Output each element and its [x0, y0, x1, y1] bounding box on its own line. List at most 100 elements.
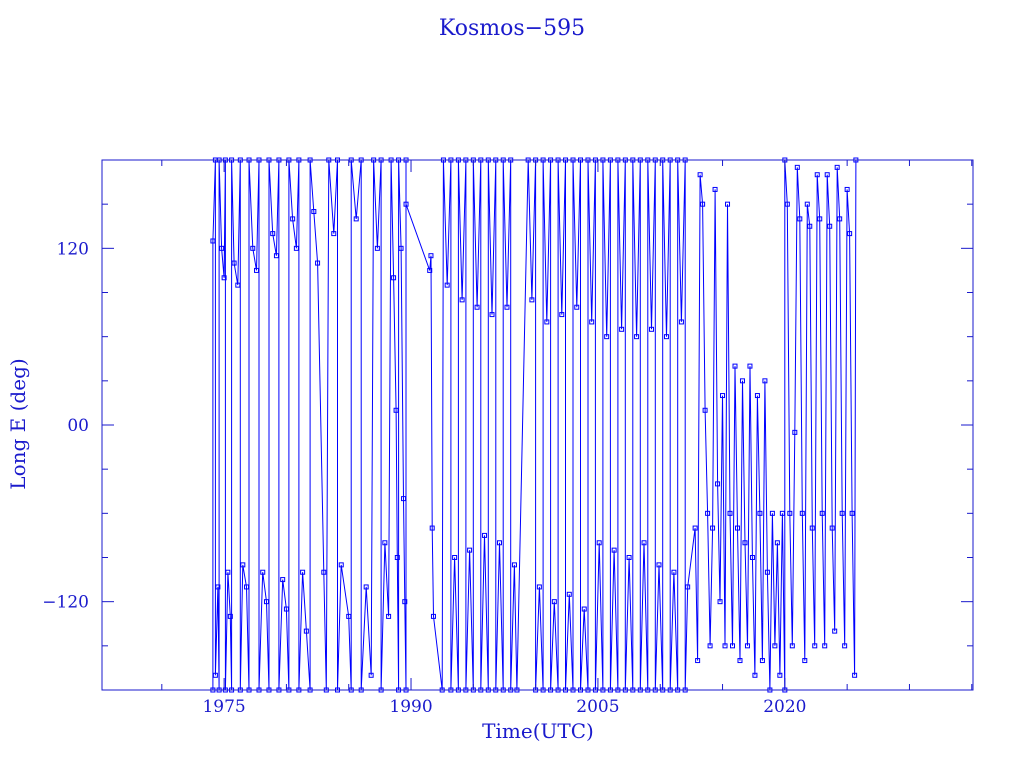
data-point: [489, 312, 495, 318]
x-tick-label: 1975: [202, 697, 245, 717]
data-point: [210, 238, 216, 244]
data-point: [809, 525, 815, 531]
data-point: [536, 584, 542, 590]
data-point: [374, 245, 380, 251]
data-point: [814, 172, 820, 178]
data-point: [663, 334, 669, 340]
data-point: [391, 275, 397, 281]
data-point: [219, 245, 225, 251]
data-point: [428, 253, 434, 259]
data-point: [260, 569, 266, 575]
data-point: [386, 613, 392, 619]
data-point: [802, 658, 808, 664]
data-point: [739, 378, 745, 384]
data-point: [787, 510, 793, 516]
data-point: [852, 672, 858, 678]
data-point: [589, 319, 595, 325]
x-tick-label: 2005: [576, 697, 619, 717]
data-point: [847, 231, 853, 237]
data-point: [311, 209, 317, 215]
data-point: [827, 223, 833, 229]
data-point: [685, 584, 691, 590]
data-point: [403, 201, 409, 207]
y-tick-label: 00: [67, 416, 89, 436]
data-point: [604, 334, 610, 340]
data-point: [717, 599, 723, 605]
data-point: [511, 562, 517, 568]
data-point: [368, 672, 374, 678]
data-point: [789, 643, 795, 649]
data-point: [700, 201, 706, 207]
data-point: [649, 326, 655, 332]
data-point: [353, 216, 359, 222]
data-point: [794, 164, 800, 170]
data-point: [551, 599, 557, 605]
data-point: [263, 599, 269, 605]
data-point: [225, 569, 231, 575]
data-point: [574, 304, 580, 310]
data-point: [641, 540, 647, 546]
data-point: [496, 540, 502, 546]
data-point: [715, 481, 721, 487]
data-point: [769, 510, 775, 516]
data-point: [807, 223, 813, 229]
data-point: [467, 547, 473, 553]
data-point: [656, 562, 662, 568]
data-point: [529, 297, 535, 303]
x-tick-label: 1990: [389, 697, 432, 717]
data-point: [227, 613, 233, 619]
data-point: [754, 393, 760, 399]
data-point: [273, 253, 279, 259]
data-point: [427, 267, 433, 273]
data-point: [482, 532, 488, 538]
data-point: [250, 245, 256, 251]
data-point: [346, 613, 352, 619]
data-point: [235, 282, 241, 288]
data-point: [280, 577, 286, 583]
data-point: [742, 540, 748, 546]
data-point: [712, 186, 718, 192]
data-point: [822, 643, 828, 649]
data-point: [842, 643, 848, 649]
data-point: [619, 326, 625, 332]
data-point: [566, 591, 572, 597]
data-point: [732, 363, 738, 369]
data-point: [757, 510, 763, 516]
data-point: [749, 555, 755, 560]
data-point: [779, 510, 785, 516]
data-point: [331, 231, 337, 237]
data-point: [759, 658, 765, 664]
data-point: [671, 569, 677, 575]
x-tick-label: 2020: [763, 697, 806, 717]
data-point: [849, 510, 855, 516]
data-point: [394, 555, 400, 560]
data-point: [212, 672, 218, 678]
data-point: [315, 260, 321, 266]
data-point: [459, 297, 465, 303]
data-point: [244, 584, 250, 590]
data-point: [730, 643, 736, 649]
data-point: [678, 319, 684, 325]
data-point: [710, 525, 716, 531]
data-point: [832, 628, 838, 634]
chart-title: Kosmos−595: [438, 16, 586, 41]
data-point: [837, 216, 843, 222]
data-point: [844, 186, 850, 192]
data-point: [430, 613, 436, 619]
data-point: [797, 216, 803, 222]
data-point: [474, 304, 480, 310]
data-point: [784, 201, 790, 207]
data-point: [692, 525, 698, 531]
data-point: [634, 334, 640, 340]
series-line: [212, 159, 857, 691]
data-point: [240, 562, 246, 568]
data-series: [210, 157, 859, 693]
data-point: [429, 525, 435, 531]
data-point: [829, 525, 835, 531]
data-point: [581, 606, 587, 612]
x-axis-label: Time(UTC): [482, 719, 594, 743]
data-point: [382, 540, 388, 546]
y-tick-label: −120: [42, 593, 89, 613]
axis-ticks: 1975 1990 2005 2020 120 00 −120: [42, 160, 973, 717]
